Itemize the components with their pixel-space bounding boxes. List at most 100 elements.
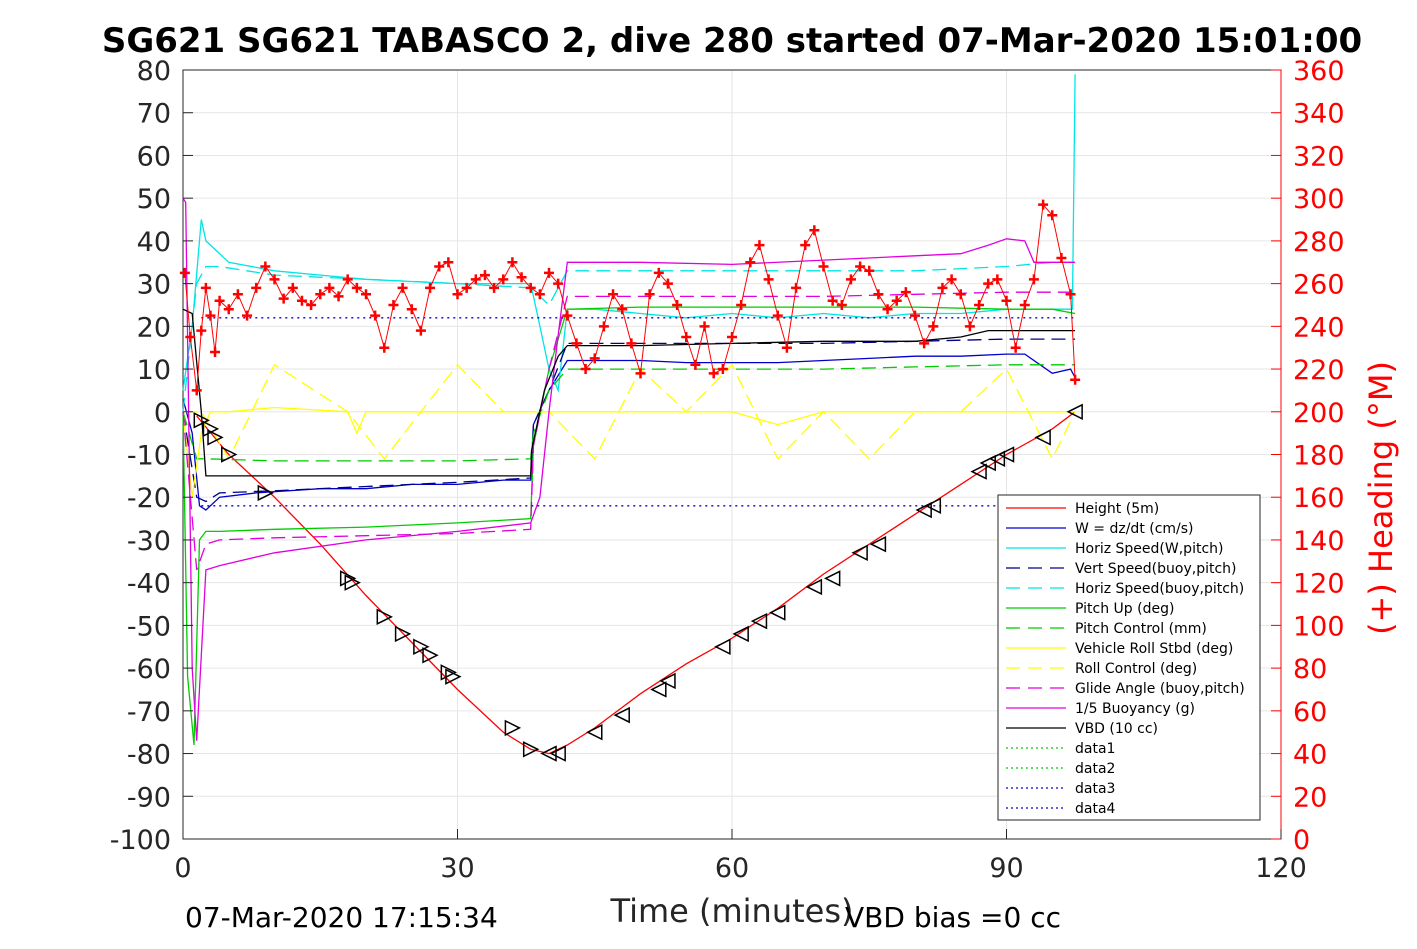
series-line	[182, 306, 1076, 746]
x-tick-label: 90	[989, 853, 1023, 884]
depth-marker	[586, 723, 603, 741]
y2-tick-label: 80	[1293, 654, 1327, 685]
depth-marker	[339, 570, 357, 587]
heading-point	[260, 261, 271, 272]
depth-marker	[970, 463, 987, 480]
legend-label: data4	[1075, 801, 1116, 817]
y2-tick-label: 200	[1293, 398, 1345, 429]
heading-point	[1065, 289, 1076, 300]
depth-marker	[805, 578, 823, 596]
heading-point	[644, 289, 655, 300]
heading-point	[498, 274, 509, 285]
depth-marker	[988, 450, 1006, 467]
heading-point	[781, 342, 792, 353]
legend-label: Height (5m)	[1075, 501, 1159, 517]
series-layer	[182, 74, 1076, 755]
legend: Height (5m) W = dz/dt (cm/s) Horiz Speed(W…	[997, 494, 1261, 821]
heading-point	[296, 295, 307, 306]
heading-point	[791, 282, 802, 293]
depth-marker	[613, 706, 630, 724]
footer-timestamp: 07-Mar-2020 17:15:34	[185, 901, 498, 934]
depth-marker	[915, 501, 932, 519]
heading-point	[242, 310, 253, 321]
heading-point	[580, 364, 591, 375]
legend-label: VBD (10 cc)	[1075, 721, 1158, 737]
heading-point	[379, 342, 390, 353]
heading-point	[589, 353, 600, 364]
heading-point	[479, 270, 490, 281]
legend-label: Pitch Up (deg)	[1075, 601, 1174, 617]
heading-point	[507, 257, 518, 268]
y-tick-label: -60	[127, 654, 171, 685]
depth-marker	[207, 429, 224, 446]
depth-marker	[851, 544, 868, 561]
heading-point	[223, 304, 234, 315]
heading-point	[185, 332, 196, 343]
heading-point	[1070, 374, 1081, 385]
depth-marker	[413, 638, 430, 655]
legend-label: 1/5 Buoyancy (g)	[1075, 701, 1195, 717]
heading-point	[809, 225, 820, 236]
y2-tick-label: 40	[1293, 740, 1327, 771]
heading-point	[397, 282, 408, 293]
depth-marker	[750, 612, 768, 630]
depth-marker	[504, 719, 522, 737]
depth-marker	[714, 638, 731, 655]
series-line	[182, 197, 1076, 741]
heading-point	[672, 299, 683, 310]
heading-point	[544, 267, 554, 278]
y-tick-label: 10	[137, 355, 171, 386]
depth-marker	[193, 412, 210, 429]
heading-line	[184, 203, 1076, 391]
heading-point	[900, 287, 911, 298]
heading-point	[690, 359, 701, 370]
legend-label: data3	[1075, 781, 1115, 797]
heading-point	[699, 321, 710, 332]
heading-point	[452, 289, 463, 300]
x-tick-label: 0	[174, 853, 191, 884]
y2-tick-label: 180	[1293, 441, 1345, 472]
legend-label: Horiz Speed(buoy,pitch)	[1075, 581, 1244, 597]
heading-point	[598, 321, 609, 332]
heading-point	[251, 282, 262, 293]
y2-tick-label: 120	[1293, 569, 1345, 600]
heading-point	[928, 321, 939, 332]
y-tick-label: -30	[127, 526, 171, 557]
heading-point	[191, 385, 202, 396]
y-tick-label: -80	[127, 740, 171, 771]
heading-point	[205, 310, 216, 321]
y2-tick-label: 320	[1293, 141, 1345, 172]
heading-point	[470, 274, 481, 285]
heading-point	[974, 299, 985, 310]
heading-point	[516, 272, 527, 283]
heading-point	[179, 267, 190, 278]
heading-point	[717, 364, 728, 375]
heading-point	[882, 304, 893, 315]
legend-label: Pitch Control (mm)	[1075, 621, 1207, 637]
heading-point	[278, 293, 289, 304]
depth-marker	[422, 647, 439, 664]
depth-marker	[440, 664, 458, 681]
x-tick-label: 120	[1255, 853, 1307, 884]
y2-tick-label: 0	[1293, 825, 1310, 856]
y2-tick-label: 340	[1293, 99, 1345, 130]
heading-point	[351, 282, 362, 293]
y2-tick-label: 260	[1293, 270, 1345, 301]
heading-point	[608, 289, 619, 300]
heading-point	[1010, 342, 1021, 353]
heading-point	[370, 310, 381, 321]
heading-point	[361, 289, 371, 300]
heading-point	[946, 274, 957, 285]
legend-label: Horiz Speed(W,pitch)	[1075, 541, 1223, 557]
heading-point	[937, 282, 948, 293]
depth-marker	[979, 454, 996, 472]
heading-point	[434, 261, 445, 272]
heading-point	[727, 332, 737, 343]
legend-label: Glide Angle (buoy,pitch)	[1075, 681, 1245, 697]
heading-point	[1028, 274, 1039, 285]
heading-point	[210, 346, 221, 357]
heading-point	[534, 289, 545, 300]
heading-point	[415, 325, 426, 336]
legend-label: W = dz/dt (cm/s)	[1075, 521, 1194, 537]
y-tick-label: 70	[137, 99, 171, 130]
